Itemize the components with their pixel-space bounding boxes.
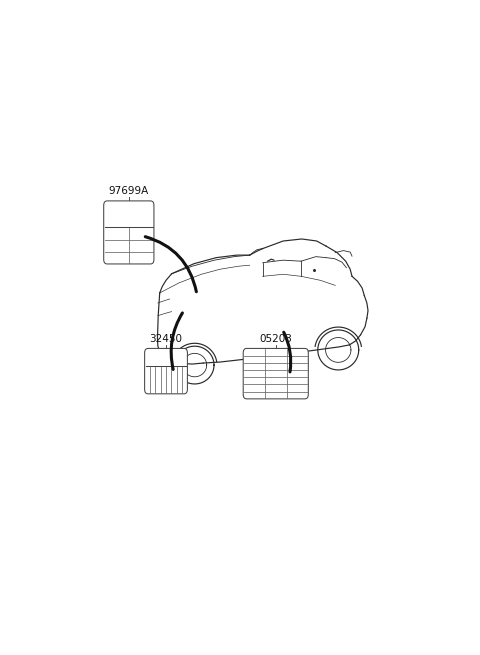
Text: 05203: 05203: [259, 335, 292, 345]
FancyBboxPatch shape: [144, 348, 187, 394]
Text: 97699A: 97699A: [108, 186, 149, 196]
FancyBboxPatch shape: [243, 348, 308, 399]
Text: 32450: 32450: [149, 335, 182, 345]
FancyBboxPatch shape: [104, 201, 154, 264]
